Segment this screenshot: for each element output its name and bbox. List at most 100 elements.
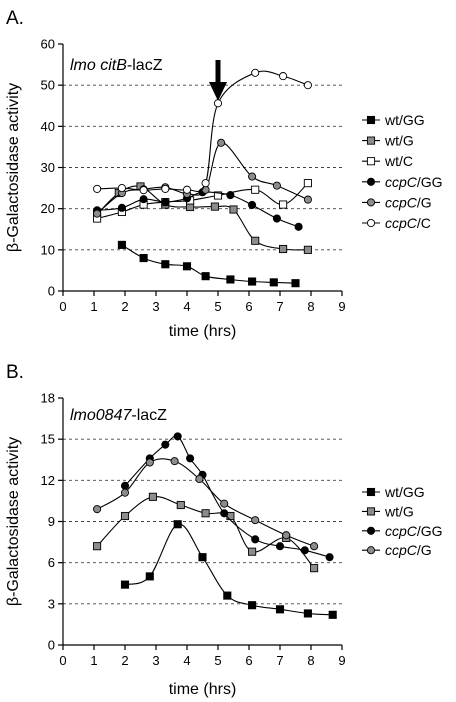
panel-a-series-ccpc-gg-point [161,198,170,207]
panel-a-legend-wt-g: wt/G [362,133,414,149]
panel-a-series-ccpc-g-point [93,209,102,218]
panel-a-legend-label-part: ccpC [385,215,418,231]
panel-a-legend-label-part: /G [417,194,432,210]
panel-a-series-ccpc-gg-point [139,195,148,204]
panel-a-series-ccpc-c-line [97,70,309,193]
panel-a-series-ccpc-c-point [279,72,288,81]
panel-a-legend-label: ccpC/GG [385,174,443,190]
panel-a-xtick-label: 5 [214,299,221,314]
panel-b-series-wt-gg-point [145,572,154,581]
panel-a-series-wt-c-point [251,185,260,194]
panel-b-legend-label: ccpC/G [385,542,432,558]
panel-b-y-axis-label: β-Galactosidase activity [5,437,22,606]
panel-b-x-axis-label: time (hrs) [169,681,237,698]
panel-b-series-ccpc-gg-point [275,542,285,551]
panel-b-series-ccpc-g-point [145,458,154,467]
panel-b-xtick-label: 3 [152,653,159,668]
panel-a-legend-ccpc-gg: ccpC/GG [362,174,443,190]
panel-a-legend-label: wt/C [384,153,413,169]
panel-a-series-wt-g-point [186,202,195,212]
panel-b-legend-marker [366,507,376,516]
panel-b-series-ccpc-gg-point [120,481,130,490]
panel-b-series-wt-g-point [248,547,257,556]
panel-b-series-wt-g [93,492,319,573]
panel-a-legend-label-part: ccpC [385,194,418,210]
panel-b-series-wt-g-point [201,509,210,518]
panel-a-xtick-label: 1 [90,299,97,314]
panel-a-series-wt-gg [117,240,300,288]
panel-a-arrow-head [209,82,227,101]
panel-a-legend-label-part: /GG [417,174,443,190]
panel-a-series-wt-g-point [279,244,288,254]
panel-b-series-ccpc-g-point [251,516,260,525]
panel-a-xtick-label: 7 [276,299,283,314]
panel-a-legend-marker [366,218,376,228]
panel-b-series-wt-g-point [148,492,157,501]
panel-a-series-ccpc-c-point [251,68,260,77]
panel-a-ytick-label: 30 [41,160,55,175]
panel-a-legend-ccpc-g: ccpC/G [362,194,432,210]
panel-a-legend-marker [366,198,376,207]
panel-a-legend-marker [366,115,376,125]
panel-a-series-wt-c-point [279,200,288,209]
panel-a-xtick-label: 4 [183,299,190,314]
panel-b-series-ccpc-g-point [195,474,204,484]
panel-b-series-ccpc-g-line [96,458,315,547]
panel-b-ytick-label: 3 [48,596,55,611]
panel-b-ytick-label: 15 [41,432,55,447]
panel-b-ytick-label: 9 [48,514,55,529]
panel-b-series-ccpc-gg-point [161,440,170,449]
panel-a-legend-marker [366,136,376,145]
panel-a-legend-wt-c: wt/C [362,153,413,169]
panel-a-series-ccpc-c-point [161,184,170,193]
panel-b-legend-label-part: ccpC [385,542,418,558]
panel-a-series-ccpc-gg-point [226,191,235,200]
panel-b-series-ccpc-g-point [310,542,319,551]
panel-a-series-wt-gg-point [139,254,148,263]
panel-b-series-wt-gg-point [223,591,232,600]
panel-a-series-ccpc-c-point [182,185,192,194]
panel-b-xtick-label: 5 [214,653,221,668]
panel-a-xtick-label: 0 [59,299,66,314]
panel-a-annotation-gene: lmo citB [70,57,127,74]
panel-a-series-ccpc-gg-point [272,214,281,223]
panel-b-series-ccpc-g-point [220,499,229,508]
panel-a-legend-label: ccpC/G [385,194,432,210]
panel-b-series-ccpc-g-point [93,505,102,514]
panel-a-series-ccpc-c-point [213,99,223,108]
panel-a-series-wt-c-point [213,191,223,200]
panel-b-legend-label: ccpC/GG [385,523,443,539]
panel-a-series-ccpc-g-point [201,185,210,194]
panel-a-series-wt-g-line [96,185,308,251]
panel-a-series-ccpc-g [93,138,312,218]
panel-a-series-ccpc-gg-point [248,200,257,210]
panel-b-series-ccpc-gg-point [186,454,195,463]
panel-b-series-wt-gg-point [328,610,337,619]
panel-b-xtick-label: 2 [121,653,128,668]
panel-b-series-wt-gg-point [248,601,257,610]
panel-a-series-ccpc-c-point [139,186,148,195]
panel-a-legend-label: wt/GG [384,112,425,128]
panel-b-series-wt-gg-line [124,523,333,616]
panel-a-series-ccpc-c-point [201,179,210,188]
panel-b-legend-label-part: wt/GG [384,484,425,500]
panel-a-legend-ccpc-c: ccpC/C [362,215,431,231]
panel-a-y-axis-label: β-Galactosidase activity [5,83,22,252]
panel-a-series-ccpc-c-point [303,81,312,90]
panel-b-series-wt-g-point [310,564,319,573]
panel-a-ytick-label: 60 [41,37,55,52]
panel-b-xtick-label: 1 [90,653,97,668]
panel-b-series-ccpc-g-point [120,488,130,497]
panel-a-series-wt-gg-point [182,262,192,271]
panel-b-legend-label-part: /G [417,542,432,558]
panel-b-construct-annotation: lmo0847-lacZ [70,407,167,424]
panel-a-xtick-label: 9 [338,299,345,314]
panel-b-legend-marker [366,487,376,497]
panel-a-legend-marker [366,177,376,186]
panel-b-ytick-label: 12 [41,473,55,488]
panel-a-series-wt-g-point [210,202,219,211]
panel-a-series-wt-gg-point [269,278,278,287]
panel-b-series-ccpc-g [93,457,319,551]
panel-a-series-wt-c-point [303,179,312,188]
